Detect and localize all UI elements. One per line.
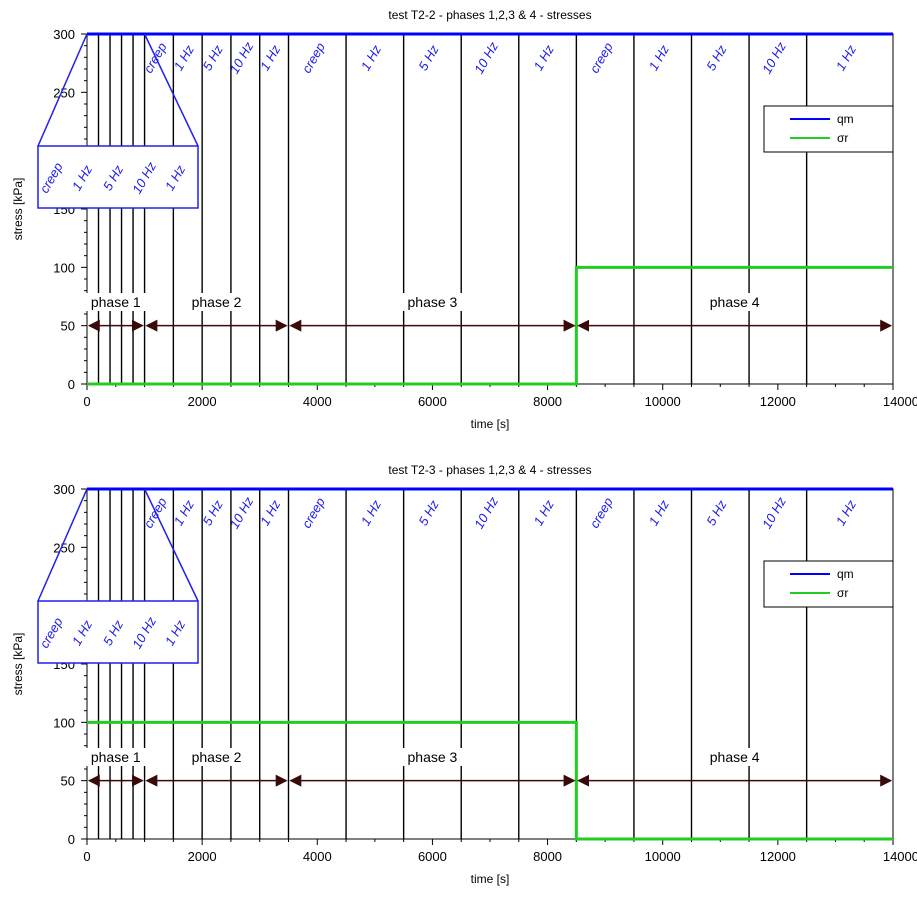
x-tick-label: 2000 (188, 849, 217, 864)
legend-label: qm (837, 112, 854, 126)
legend (763, 105, 894, 153)
inset-box (37, 600, 199, 664)
chart-title: test T2-3 - phases 1,2,3 & 4 - stresses (388, 463, 591, 477)
x-tick-label: 14000 (883, 849, 917, 864)
y-tick-label: 250 (53, 540, 75, 555)
x-tick-label: 2000 (188, 394, 217, 409)
stress-chart-t2-2: test T2-2 - phases 1,2,3 & 4 - stresses 0… (11, 8, 917, 431)
legend-label: qm (837, 567, 854, 581)
x-tick-label: 10000 (645, 394, 681, 409)
phase-label: phase 3 (408, 749, 458, 765)
y-tick-label: 300 (53, 27, 75, 42)
inset-box (37, 145, 199, 209)
x-tick-label: 10000 (645, 849, 681, 864)
phase-label: phase 2 (192, 749, 242, 765)
x-tick-label: 4000 (303, 849, 332, 864)
y-tick-label: 0 (68, 832, 75, 847)
x-tick-label: 0 (83, 849, 90, 864)
y-tick-label: 50 (61, 319, 75, 334)
plot-area (86, 488, 894, 840)
inset-connector (143, 488, 199, 602)
y-tick-label: 100 (53, 260, 75, 275)
y-tick-label: 300 (53, 482, 75, 497)
y-tick-label: 100 (53, 715, 75, 730)
legend-label: σr (837, 131, 848, 145)
y-axis-label: stress [kPa] (11, 178, 25, 241)
phase-label: phase 2 (192, 294, 242, 310)
phase-label: phase 3 (408, 294, 458, 310)
phase-label-bg (698, 748, 771, 766)
y-tick-label: 0 (68, 377, 75, 392)
phase-label-bg (396, 748, 469, 766)
x-tick-label: 14000 (883, 394, 917, 409)
x-tick-label: 6000 (418, 849, 447, 864)
x-tick-label: 6000 (418, 394, 447, 409)
phase-label: phase 1 (91, 749, 141, 765)
x-tick-label: 8000 (533, 849, 562, 864)
y-tick-label: 250 (53, 85, 75, 100)
x-axis-label: time [s] (471, 872, 510, 886)
legend-label: σr (837, 586, 848, 600)
phase-label-bg (180, 293, 253, 311)
phase-label-bg (79, 748, 152, 766)
legend (763, 560, 894, 608)
series-line-sigma-r (87, 265, 893, 386)
x-tick-label: 8000 (533, 394, 562, 409)
phase-label: phase 4 (710, 294, 760, 310)
phase-label-bg (698, 293, 771, 311)
plot-area (86, 33, 894, 385)
y-tick-label: 50 (61, 774, 75, 789)
x-tick-label: 12000 (760, 394, 796, 409)
x-tick-label: 0 (83, 394, 90, 409)
phase-label-bg (396, 293, 469, 311)
stress-chart-t2-3: test T2-3 - phases 1,2,3 & 4 - stresses 0… (11, 463, 917, 886)
phase-label: phase 4 (710, 749, 760, 765)
y-axis-label: stress [kPa] (11, 633, 25, 696)
chart-title: test T2-2 - phases 1,2,3 & 4 - stresses (388, 8, 591, 22)
x-tick-label: 4000 (303, 394, 332, 409)
phase-label-bg (180, 748, 253, 766)
x-axis-label: time [s] (471, 417, 510, 431)
x-tick-label: 12000 (760, 849, 796, 864)
inset-connector (143, 33, 199, 147)
inset-connector (37, 33, 88, 147)
phase-label-bg (79, 293, 152, 311)
phase-label: phase 1 (91, 294, 141, 310)
inset-connector (37, 488, 88, 602)
series-line-sigma-r (87, 720, 893, 841)
